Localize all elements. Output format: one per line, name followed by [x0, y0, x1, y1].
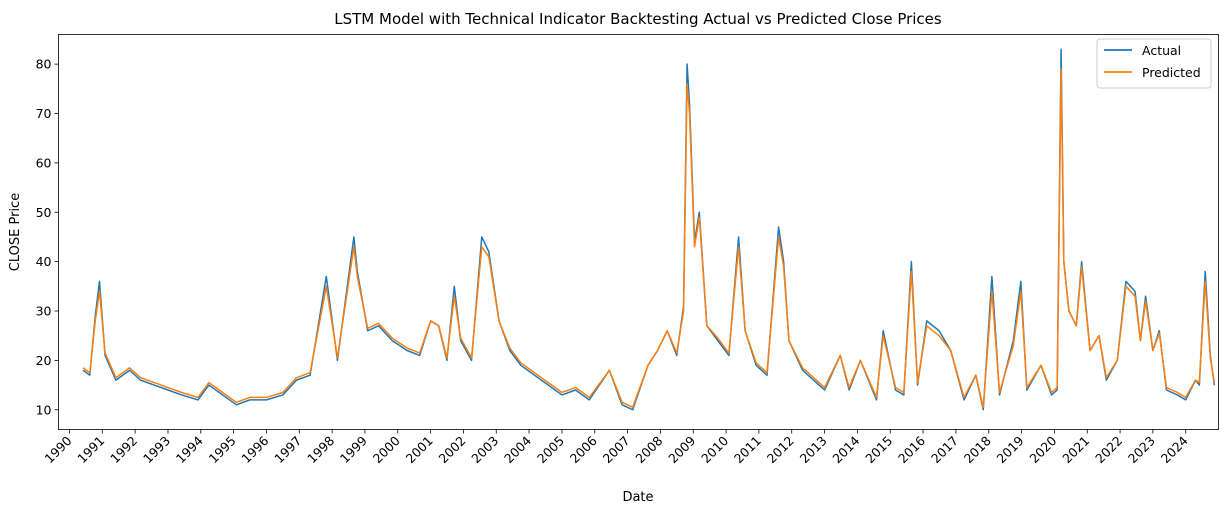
- y-tick-label: 40: [36, 254, 52, 269]
- y-tick-label: 50: [36, 205, 52, 220]
- x-tick-label: 2013: [797, 433, 830, 466]
- x-tick-label: 2016: [895, 433, 928, 466]
- x-tick-label: 2014: [829, 433, 862, 466]
- x-tick-label: 1992: [107, 433, 140, 466]
- x-tick-label: 2024: [1158, 433, 1191, 466]
- x-tick-label: 2011: [731, 433, 764, 466]
- x-tick-label: 1995: [206, 433, 239, 466]
- x-tick-label: 2009: [665, 433, 698, 466]
- y-axis: 10 20 30 40 50 60 70 80: [36, 57, 59, 417]
- plot-frame: [58, 34, 1219, 430]
- x-tick-label: 2010: [698, 433, 731, 466]
- y-tick-label: 70: [36, 106, 52, 121]
- x-tick-label: 1990: [41, 433, 74, 466]
- x-tick-label: 2021: [1059, 433, 1092, 466]
- x-tick-label: 2020: [1026, 433, 1059, 466]
- series-line-actual: [82, 48, 1216, 411]
- y-axis-title: CLOSE Price: [8, 193, 23, 271]
- x-tick-label: 2015: [862, 433, 895, 466]
- x-tick-label: 2012: [764, 433, 797, 466]
- chart-title: LSTM Model with Technical Indicator Back…: [334, 10, 942, 28]
- x-tick-label: 1993: [140, 433, 173, 466]
- x-tick-label: 1997: [271, 433, 304, 466]
- y-tick-label: 80: [36, 57, 52, 72]
- x-tick-label: 2003: [468, 433, 501, 466]
- plot-series: [82, 48, 1216, 411]
- x-tick-label: 1996: [238, 433, 271, 466]
- x-tick-label: 1994: [173, 433, 206, 466]
- x-tick-label: 2008: [632, 433, 665, 466]
- x-tick-label: 2006: [567, 433, 600, 466]
- x-tick-label: 2002: [435, 433, 468, 466]
- x-tick-label: 2007: [600, 433, 633, 466]
- x-tick-label: 2005: [534, 433, 567, 466]
- x-tick-label: 1999: [337, 433, 370, 466]
- x-tick-label: 1991: [74, 433, 107, 466]
- y-tick-label: 20: [36, 353, 52, 368]
- legend-box: [1096, 38, 1212, 89]
- x-tick-label: 2023: [1125, 433, 1158, 466]
- x-tick-label: 2022: [1092, 433, 1125, 466]
- y-tick-label: 30: [36, 304, 52, 319]
- x-tick-label: 1998: [304, 433, 337, 466]
- legend-label-actual: Actual: [1142, 43, 1181, 58]
- x-tick-label: 2017: [928, 433, 961, 466]
- x-tick-label: 2001: [403, 433, 436, 466]
- series-line-predicted: [82, 68, 1216, 409]
- y-tick-label: 10: [36, 402, 52, 417]
- y-tick-label: 60: [36, 155, 52, 170]
- legend: Actual Predicted: [1096, 38, 1212, 89]
- x-axis-title: Date: [622, 490, 653, 505]
- x-tick-label: 2000: [370, 433, 403, 466]
- legend-label-predicted: Predicted: [1142, 65, 1201, 80]
- x-tick-label: 2004: [501, 433, 534, 466]
- x-axis: 1990 1991 1992 1993 1994 1995 1996 1997 1998 1999…: [41, 429, 1191, 466]
- x-tick-label: 2018: [961, 433, 994, 466]
- x-tick-label: 2019: [994, 433, 1027, 466]
